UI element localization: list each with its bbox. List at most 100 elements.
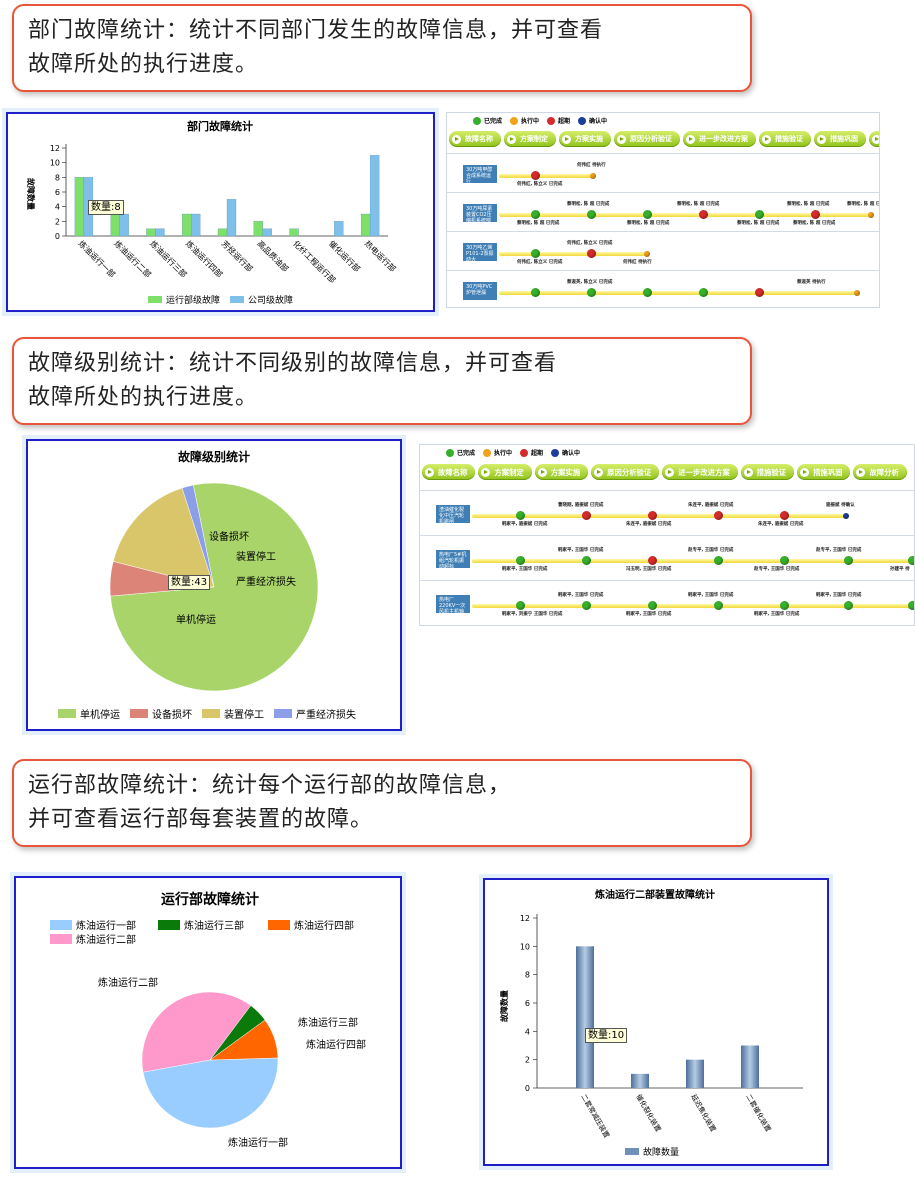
status-node-icon[interactable] bbox=[590, 172, 596, 179]
status-node-icon[interactable] bbox=[647, 511, 657, 520]
step-note: 蔡明松, 陈 超 已完成 bbox=[567, 201, 610, 207]
status-node-icon[interactable] bbox=[530, 288, 540, 297]
progress-row[interactable]: 渣油催化裂化中压汽轮机跳闸 曹晓刚, 骆振斌 已完成 朱连平, 骆振斌 已完成 骆振斌… bbox=[420, 490, 914, 536]
step-tab[interactable]: 原因分析验证 bbox=[591, 464, 660, 480]
legend-label: 炼油运行三部 bbox=[184, 919, 244, 932]
step-tab[interactable]: 措施巩固 bbox=[814, 131, 866, 147]
step-tab[interactable]: 方案制定 bbox=[478, 464, 532, 480]
status-node-icon[interactable] bbox=[843, 556, 853, 565]
step-tab[interactable]: 进一步改进方案 bbox=[683, 131, 756, 147]
step-tab[interactable]: 措施验证 bbox=[759, 131, 811, 147]
status-node-icon[interactable] bbox=[644, 250, 650, 257]
step-note: 骆振斌 待确认 bbox=[826, 502, 855, 508]
status-node-icon[interactable] bbox=[642, 288, 652, 297]
step-tab[interactable]: 故障分析 bbox=[853, 464, 907, 480]
device-chart-legend: 故障数量 bbox=[615, 1145, 679, 1158]
status-node-icon[interactable] bbox=[647, 556, 657, 565]
x-tick-label: 高品质油部 bbox=[255, 238, 290, 273]
status-node-icon[interactable] bbox=[586, 249, 596, 258]
progress-row[interactable]: 30万吨甲醇合成系统运行 何伟红 待执行 何伟红, 陈立义 已完成 bbox=[447, 153, 879, 193]
dept-chart-tooltip: 数量:8 bbox=[88, 200, 124, 215]
status-node-icon[interactable] bbox=[642, 210, 652, 219]
status-node-icon[interactable] bbox=[868, 211, 874, 218]
legend-label: 单机停运 bbox=[80, 710, 120, 721]
status-node-icon[interactable] bbox=[581, 601, 591, 610]
status-label: 已完成 bbox=[484, 118, 503, 125]
step-tab[interactable]: 方案实施 bbox=[534, 464, 589, 480]
status-dot-icon bbox=[473, 116, 481, 125]
progress-row[interactable]: 30万吨PVC炉管泄漏 蔡淑英, 陈立义 已完成 蔡淑英 待执行 bbox=[447, 270, 879, 307]
status-node-icon[interactable] bbox=[530, 171, 540, 180]
step-label: 措施验证 bbox=[756, 467, 787, 477]
status-node-icon[interactable] bbox=[843, 512, 849, 519]
bar bbox=[74, 177, 85, 237]
status-dot-icon bbox=[520, 448, 529, 457]
status-node-icon[interactable] bbox=[713, 556, 723, 565]
status-node-icon[interactable] bbox=[713, 511, 723, 520]
status-node-icon[interactable] bbox=[713, 601, 723, 610]
status-node-icon[interactable] bbox=[586, 210, 596, 219]
status-node-icon[interactable] bbox=[530, 249, 540, 258]
status-node-icon[interactable] bbox=[779, 556, 789, 565]
y-tick-label: 8 bbox=[55, 173, 60, 182]
step-tab[interactable]: 措施巩固 bbox=[797, 464, 851, 480]
step-tab[interactable]: 方案实施 bbox=[559, 131, 611, 147]
step-note: 韩家平, 王国华 已完成 bbox=[558, 592, 604, 598]
status-node-icon[interactable] bbox=[698, 210, 708, 219]
step-note: 赵专平, 王国华 已完成 bbox=[688, 547, 734, 553]
status-node-icon[interactable] bbox=[530, 210, 540, 219]
opdept2-device-chart[interactable]: 炼油运行二部装置故障统计 故障数量 0 2 4 6 8 10 12 二套常减压装置 催化裂化装置 延迟… bbox=[483, 878, 829, 1166]
bar bbox=[360, 213, 371, 237]
level-fault-chart[interactable]: 故障级别统计 单机停运 设备损坏 装置停工 严重经济损失 数量:43 单机停运 设备损坏装… bbox=[26, 439, 402, 731]
status-node-icon[interactable] bbox=[754, 210, 764, 219]
step-tab[interactable]: 故障分析 bbox=[869, 131, 879, 147]
status-node-icon[interactable] bbox=[754, 288, 764, 297]
progress-row[interactable]: 热电厂5#机组汽轮机振动超标 韩家平, 王国华 已完成 赵专平, 王国华 已完成 赵专… bbox=[420, 535, 914, 581]
status-node-icon[interactable] bbox=[586, 288, 596, 297]
status-node-icon[interactable] bbox=[907, 556, 914, 565]
play-icon bbox=[872, 134, 879, 144]
play-icon bbox=[617, 134, 626, 144]
status-node-icon[interactable] bbox=[698, 288, 708, 297]
legend-label: 严重经济损失 bbox=[296, 710, 356, 721]
status-node-icon[interactable] bbox=[515, 511, 525, 520]
step-note: 何伟红, 陈立义 已完成 bbox=[567, 240, 613, 246]
pie-slice bbox=[141, 991, 252, 1073]
status-node-icon[interactable] bbox=[515, 601, 525, 610]
step-tab[interactable]: 进一步改进方案 bbox=[662, 464, 738, 480]
status-node-icon[interactable] bbox=[647, 601, 657, 610]
status-node-icon[interactable] bbox=[854, 289, 860, 296]
status-node-icon[interactable] bbox=[779, 601, 789, 610]
step-tab[interactable]: 方案制定 bbox=[504, 131, 556, 147]
step-tab[interactable]: 故障名称 bbox=[422, 464, 476, 480]
status-node-icon[interactable] bbox=[779, 511, 789, 520]
status-node-icon[interactable] bbox=[581, 556, 591, 565]
step-tab[interactable]: 措施验证 bbox=[740, 464, 795, 480]
status-node-icon[interactable] bbox=[843, 601, 853, 610]
status-node-icon[interactable] bbox=[515, 556, 525, 565]
pie-slice bbox=[181, 484, 215, 588]
step-label: 故障名称 bbox=[438, 467, 468, 477]
step-note: 韩家平, 王国华 已完成 bbox=[502, 566, 548, 572]
opdept-fault-chart[interactable]: 运行部故障统计 炼油运行一部 炼油运行三部 炼油运行四部 炼油运行二部 炼油运行二部 炼油运… bbox=[14, 876, 402, 1169]
step-tab[interactable]: 故障名称 bbox=[449, 131, 501, 147]
legend-label-series-1: 运行部级故障 bbox=[166, 296, 221, 306]
progress-row[interactable]: 30万吨乙烯P101-2泵振动大 何伟红, 陈立义 已完成 何伟红, 陈立义 已完成… bbox=[447, 231, 879, 271]
status-node-icon[interactable] bbox=[810, 210, 820, 219]
status-node-icon[interactable] bbox=[907, 601, 914, 610]
status-node-icon[interactable] bbox=[581, 511, 591, 520]
level-progress-panel: 已完成 执行中 超期 确认中 故障名称 方案制定 方案实施 原因分析验证 进一步改进方案 措施验… bbox=[419, 444, 915, 626]
fault-name-label: 30万吨PVC炉管泄漏 bbox=[463, 281, 497, 300]
callout-opdept-stats: 运行部故障统计：统计每个运行部的故障信息， 并可查看运行部每套装置的故障。 bbox=[12, 759, 752, 847]
step-note: 蔡明松, 陈 超 已完成 bbox=[627, 220, 670, 226]
dept-fault-chart[interactable]: 部门故障统计 故障数量 0 2 4 6 8 10 12 炼油运行一部 炼油运行二部 炼油运行三部 炼油运… bbox=[6, 112, 435, 312]
legend-label: 炼油运行四部 bbox=[294, 919, 354, 932]
step-tab[interactable]: 原因分析验证 bbox=[614, 131, 680, 147]
progress-track bbox=[499, 251, 647, 256]
